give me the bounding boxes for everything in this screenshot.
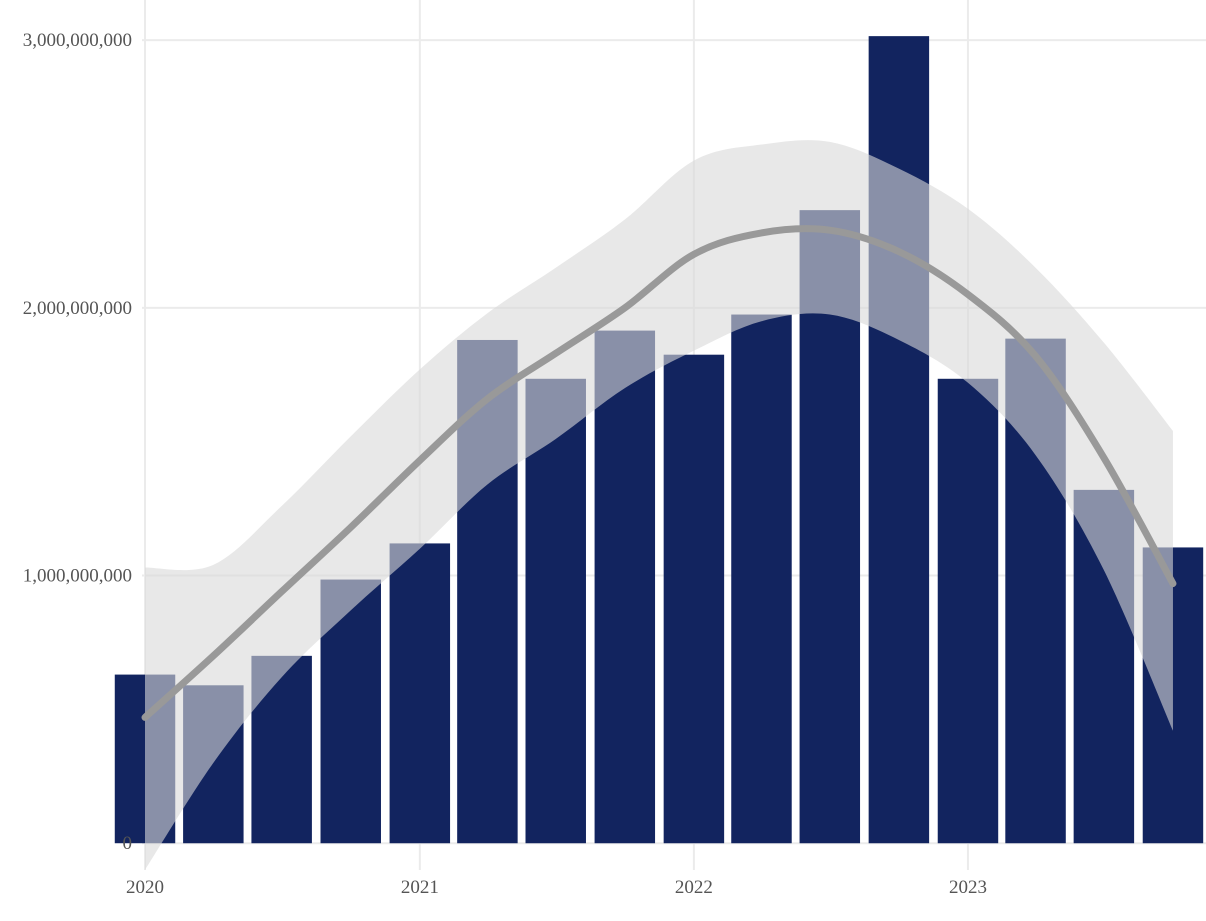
x-tick-label: 2020 [126, 877, 164, 898]
confidence-band-area [145, 140, 1173, 870]
bar [594, 330, 656, 844]
x-axis-ticks: 2020 2021 2022 2023 [126, 877, 987, 898]
bar [731, 314, 792, 844]
y-tick-label: 0 [123, 833, 133, 854]
y-axis-ticks: 0 1,000,000,000 2,000,000,000 3,000,000,000 [23, 30, 132, 854]
x-tick-label: 2023 [949, 877, 987, 898]
bar [868, 36, 930, 844]
x-tick-label: 2021 [401, 877, 439, 898]
y-tick-label: 2,000,000,000 [23, 298, 132, 319]
bar [663, 354, 725, 844]
trend-line-path [141, 225, 1177, 721]
y-tick-label: 3,000,000,000 [23, 30, 132, 51]
trend-line [141, 225, 1177, 721]
bar [389, 543, 451, 844]
bar [525, 378, 586, 844]
y-tick-label: 1,000,000,000 [23, 566, 132, 587]
bar [937, 378, 999, 844]
x-tick-label: 2022 [675, 877, 713, 898]
confidence-band [145, 140, 1173, 870]
